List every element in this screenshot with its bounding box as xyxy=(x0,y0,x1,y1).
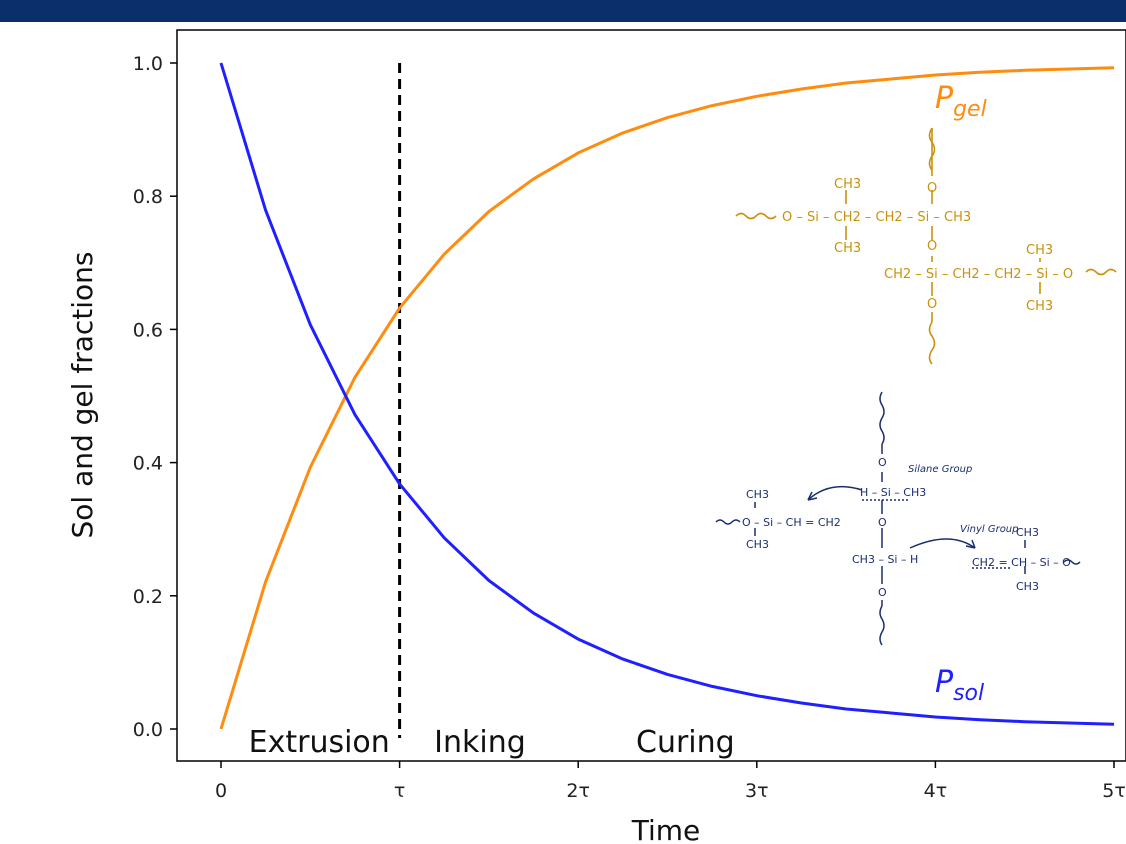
x-axis-title: Time xyxy=(631,814,701,844)
phase-label: Inking xyxy=(434,725,526,760)
y-tick-label: 0.8 xyxy=(133,186,163,208)
sol-left-row: O – Si – CH = CH2 xyxy=(742,516,841,529)
gel-ch3-top: CH3 xyxy=(834,177,861,192)
gel-o-low: O xyxy=(927,297,937,312)
sol-left-bot: CH3 xyxy=(746,538,769,551)
sol-right-bot: CH3 xyxy=(1016,580,1039,593)
gel-network-structure-image: CH3 O – Si – CH2 – CH2 – Si – CH3 CH3 O … xyxy=(735,127,1117,365)
x-axis-ticks: 0 τ 2τ 3τ 4τ 5τ xyxy=(215,761,1126,802)
x-tick-label: 0 xyxy=(215,780,227,802)
gel-ch3-mid: CH3 xyxy=(834,241,861,256)
sol-series-label: Psol xyxy=(935,665,984,706)
sol-o3: O xyxy=(878,586,887,599)
y-tick-label: 1.0 xyxy=(133,53,163,75)
sol-o2: O xyxy=(878,516,887,529)
x-tick-label: 2τ xyxy=(566,780,590,802)
y-tick-label: 0.0 xyxy=(133,719,163,741)
gel-series-label: Pgel xyxy=(935,81,987,122)
sol-left-top: CH3 xyxy=(746,488,769,501)
gel-o-mid: O xyxy=(927,239,937,254)
x-tick-label: τ xyxy=(394,780,405,802)
gel-row2: CH2 – Si – CH2 – CH2 – Si – O xyxy=(884,267,1073,282)
gel-ch3-right: CH3 xyxy=(1026,243,1053,258)
x-tick-label: 5τ xyxy=(1102,780,1126,802)
sol-center-row: CH3 – Si – H xyxy=(852,553,918,566)
x-tick-label: 4τ xyxy=(924,780,948,802)
silane-group-label: Silane Group xyxy=(908,464,972,475)
phase-labels: Extrusion Inking Curing xyxy=(249,725,735,760)
x-tick-label: 3τ xyxy=(745,780,769,802)
y-axis-title: Sol and gel fractions xyxy=(66,252,99,539)
phase-label: Curing xyxy=(636,725,735,760)
sol-o1: O xyxy=(878,456,887,469)
phase-label: Extrusion xyxy=(249,725,390,760)
y-axis-ticks: 0.0 0.2 0.4 0.6 0.8 1.0 xyxy=(133,53,177,741)
sol-crosslink-structure-image: Silane Group Vinyl Group O H – Si – CH3 … xyxy=(715,391,1081,646)
gel-o-top: O xyxy=(927,181,937,196)
gel-fraction-curve xyxy=(219,66,1115,730)
y-tick-label: 0.4 xyxy=(133,453,163,475)
sol-right-row: CH2 = CH – Si – O xyxy=(972,556,1071,569)
sol-si-row: H – Si – CH3 xyxy=(860,486,926,499)
header-bar xyxy=(0,0,1126,22)
y-tick-label: 0.6 xyxy=(133,319,163,341)
y-tick-label: 0.2 xyxy=(133,586,163,608)
plot-frame xyxy=(176,29,1126,762)
gel-row1: O – Si – CH2 – CH2 – Si – CH3 xyxy=(782,210,971,225)
sol-right-top: CH3 xyxy=(1016,526,1039,539)
gel-ch3-low: CH3 xyxy=(1026,299,1053,314)
sol-fraction-curve xyxy=(219,62,1115,726)
vinyl-group-label: Vinyl Group xyxy=(960,524,1019,535)
